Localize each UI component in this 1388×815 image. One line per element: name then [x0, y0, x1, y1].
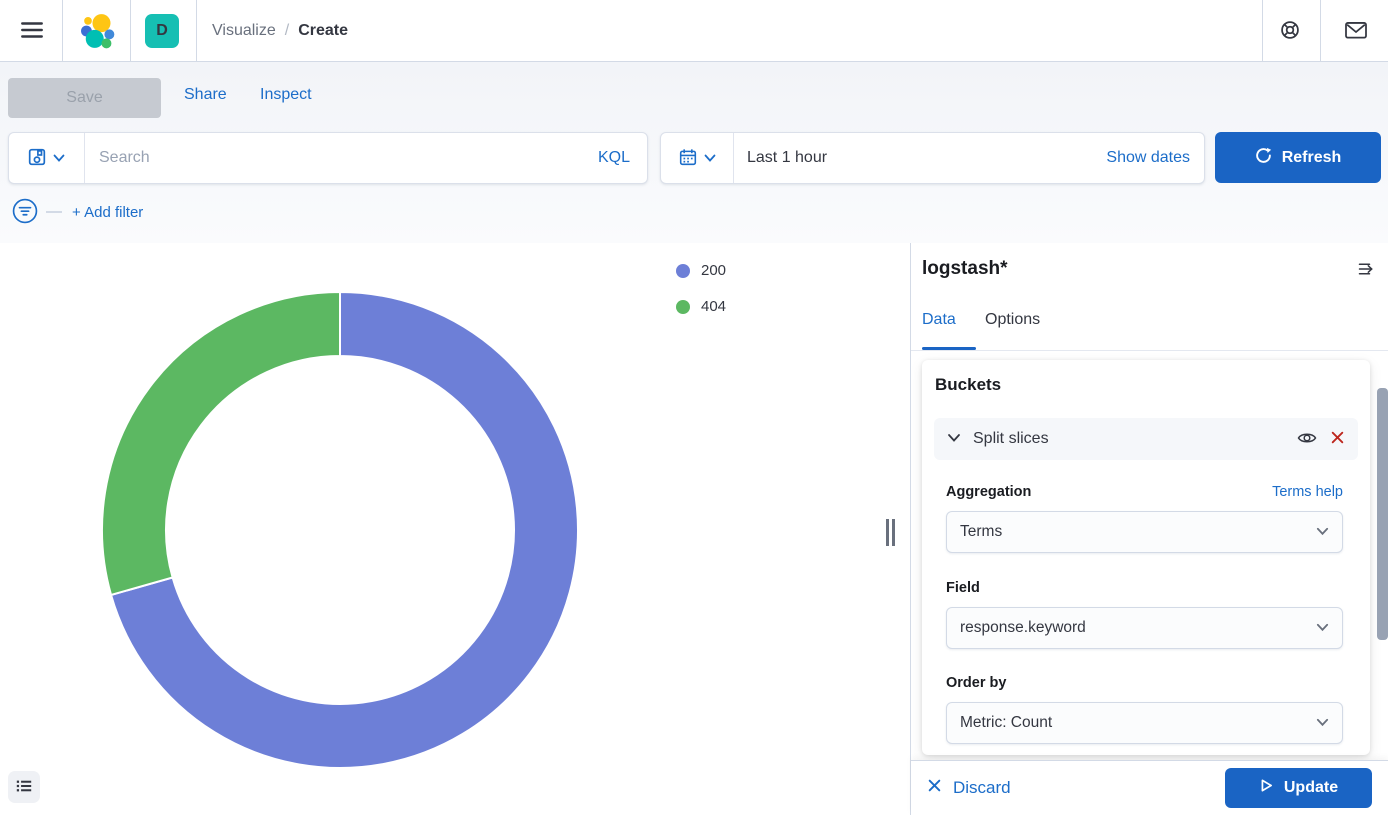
mail-icon [1344, 20, 1368, 43]
chevron-down-icon [947, 430, 961, 448]
legend-toggle-button[interactable] [8, 771, 40, 803]
editor-footer: Discard Update [911, 760, 1388, 815]
filter-circle-icon [12, 198, 38, 227]
update-button[interactable]: Update [1225, 768, 1372, 808]
tabs-divider [911, 350, 1388, 351]
toggle-visibility-button[interactable] [1297, 428, 1317, 451]
aggregation-row: Aggregation Terms help [946, 484, 1343, 500]
discard-label: Discard [953, 778, 1011, 797]
legend-item-404[interactable]: 404 [676, 298, 726, 315]
pie-slice-404[interactable] [101, 290, 341, 597]
help-button[interactable] [1272, 13, 1308, 49]
calendar-icon [679, 148, 697, 169]
active-tab-underline [922, 347, 976, 350]
help-lifering-icon [1279, 19, 1301, 44]
date-picker-bar: Last 1 hour Show dates [660, 132, 1205, 184]
aggregation-value: Terms [960, 523, 1003, 540]
query-language-button[interactable]: KQL [581, 149, 647, 167]
breadcrumb-visualize[interactable]: Visualize [212, 22, 276, 39]
chevron-down-icon [704, 151, 716, 166]
field-label: Field [946, 580, 980, 596]
menu-button[interactable] [10, 11, 54, 51]
time-range-value[interactable]: Last 1 hour [734, 149, 827, 167]
breadcrumb-create: Create [298, 22, 349, 39]
top-header: D Visualize / Create [0, 0, 1388, 62]
legend-dot [676, 299, 690, 314]
visualization-area: 200 404 [0, 243, 911, 815]
discard-button[interactable]: Discard [927, 778, 1011, 798]
tab-data[interactable]: Data [922, 311, 956, 328]
list-icon [15, 777, 33, 798]
add-filter-button[interactable]: + Add filter [72, 203, 144, 221]
order-by-row: Order by [946, 675, 1343, 691]
saved-query-menu-button[interactable] [9, 133, 85, 183]
legend-label: 200 [701, 262, 727, 279]
refresh-icon [1255, 147, 1272, 169]
donut-chart [100, 290, 580, 770]
newsfeed-button[interactable] [1336, 13, 1376, 49]
buckets-card: Buckets Split slices [922, 360, 1370, 755]
filter-bar-dash [46, 211, 62, 213]
tab-options[interactable]: Options [985, 311, 1041, 328]
refresh-button[interactable]: Refresh [1215, 132, 1381, 183]
eye-icon [1297, 428, 1317, 451]
visualization-editor-panel: logstash* Data Options Buckets Split s [911, 243, 1388, 815]
aggregation-select[interactable]: Terms [946, 511, 1343, 553]
panel-scrollbar-thumb[interactable] [1377, 388, 1388, 640]
field-value: response.keyword [960, 619, 1086, 636]
filter-options-button[interactable] [12, 198, 38, 227]
save-button[interactable]: Save [8, 78, 161, 118]
chevron-down-icon [1316, 619, 1329, 637]
elastic-logo-icon[interactable] [79, 13, 115, 49]
close-icon [1330, 430, 1345, 448]
index-pattern-title: logstash* [922, 258, 1008, 279]
legend-item-200[interactable]: 200 [676, 262, 726, 279]
buckets-heading: Buckets [935, 375, 1002, 394]
chevron-down-icon [1316, 714, 1329, 732]
aggregation-label: Aggregation [946, 484, 1032, 500]
update-label: Update [1283, 779, 1339, 796]
quick-select-menu-button[interactable] [661, 133, 734, 183]
remove-bucket-button[interactable] [1330, 430, 1345, 448]
play-icon [1259, 778, 1274, 798]
refresh-label: Refresh [1281, 148, 1342, 166]
order-by-value: Metric: Count [960, 714, 1053, 731]
collapse-right-icon [1355, 259, 1377, 282]
panel-resizer-handle[interactable] [886, 519, 898, 546]
order-by-label: Order by [946, 675, 1007, 691]
collapse-panel-button[interactable] [1352, 258, 1380, 282]
terms-help-link[interactable]: Terms help [1272, 484, 1343, 500]
chart-legend: 200 404 [676, 262, 726, 315]
chevron-down-icon [1316, 523, 1329, 541]
field-select[interactable]: response.keyword [946, 607, 1343, 649]
share-button[interactable]: Share [184, 86, 227, 103]
chevron-down-icon [53, 151, 65, 166]
search-input[interactable] [85, 133, 581, 183]
breadcrumb-separator: / [284, 22, 290, 39]
legend-dot [676, 263, 690, 278]
show-dates-button[interactable]: Show dates [1092, 149, 1204, 167]
split-slices-label: Split slices [973, 430, 1049, 447]
order-by-select[interactable]: Metric: Count [946, 702, 1343, 744]
inspect-button[interactable]: Inspect [260, 86, 312, 103]
query-bar: KQL [8, 132, 648, 184]
breadcrumb: Visualize / Create [212, 0, 348, 62]
field-row: Field [946, 580, 1343, 596]
close-icon [927, 778, 942, 798]
save-query-icon [28, 148, 46, 169]
legend-label: 404 [701, 298, 727, 315]
filter-bar: + Add filter [12, 198, 143, 226]
split-slices-accordion[interactable]: Split slices [934, 418, 1358, 460]
space-avatar[interactable]: D [145, 14, 179, 48]
pie-slice-200[interactable] [109, 290, 579, 769]
hamburger-icon [19, 17, 45, 46]
